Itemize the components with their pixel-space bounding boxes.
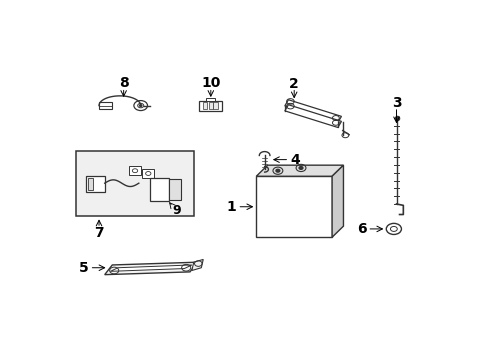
Circle shape: [299, 167, 302, 169]
Bar: [87, 177, 93, 190]
Text: 7: 7: [94, 225, 103, 239]
Bar: [150, 177, 169, 201]
Text: 3: 3: [391, 96, 401, 110]
Bar: [76, 151, 193, 216]
Polygon shape: [256, 165, 343, 176]
Circle shape: [139, 105, 142, 107]
Bar: [142, 169, 154, 178]
Text: 9: 9: [172, 204, 181, 217]
Bar: [85, 176, 104, 192]
Bar: [199, 100, 222, 111]
Bar: [169, 179, 180, 200]
Polygon shape: [191, 260, 203, 270]
Bar: [213, 102, 218, 109]
Bar: [99, 102, 112, 109]
Text: 1: 1: [226, 200, 236, 214]
Bar: [129, 166, 141, 175]
Bar: [203, 102, 207, 109]
Circle shape: [275, 169, 279, 172]
Polygon shape: [104, 262, 197, 275]
Text: 5: 5: [79, 261, 88, 275]
Bar: [256, 176, 331, 237]
Bar: [206, 98, 215, 100]
Text: 2: 2: [289, 77, 299, 91]
Text: 8: 8: [119, 76, 128, 90]
Polygon shape: [331, 165, 343, 237]
Text: 4: 4: [290, 153, 300, 167]
Text: 6: 6: [357, 222, 366, 236]
Polygon shape: [284, 105, 341, 127]
Bar: [208, 102, 213, 109]
Polygon shape: [284, 100, 341, 122]
Polygon shape: [110, 265, 191, 271]
Text: 10: 10: [201, 76, 220, 90]
